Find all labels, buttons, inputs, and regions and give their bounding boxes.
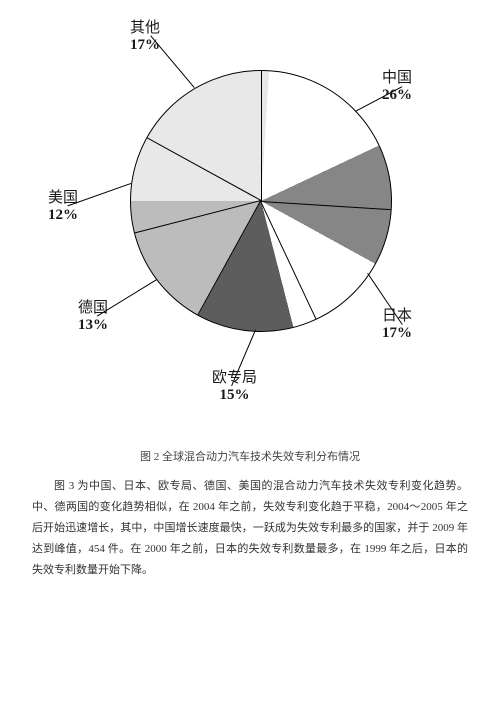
pie-divider xyxy=(261,201,391,210)
slice-label-japan: 日本17% xyxy=(382,308,412,343)
pie-divider xyxy=(197,201,261,315)
slice-pct: 17% xyxy=(130,37,160,54)
pie-divider xyxy=(147,137,261,201)
slice-name: 德国 xyxy=(78,300,108,317)
body-text: 图 3 为中国、日本、欧专局、德国、美国的混合动力汽车技术失效专利变化趋势。中、… xyxy=(0,476,500,580)
slice-name: 中国 xyxy=(382,70,412,87)
slice-label-usa: 美国12% xyxy=(48,190,78,225)
slice-pct: 26% xyxy=(382,87,412,104)
pie-divider xyxy=(260,201,316,319)
slice-name: 欧专局 xyxy=(212,370,257,387)
figure-caption: 图 2 全球混合动力汽车技术失效专利分布情况 xyxy=(0,448,500,464)
slice-label-china: 中国26% xyxy=(382,70,412,105)
slice-name: 美国 xyxy=(48,190,78,207)
slice-pct: 12% xyxy=(48,207,78,224)
body-paragraph: 图 3 为中国、日本、欧专局、德国、美国的混合动力汽车技术失效专利变化趋势。中、… xyxy=(32,476,468,580)
slice-pct: 15% xyxy=(212,387,257,404)
pie-chart xyxy=(130,70,392,332)
pie-chart-region: 中国26%日本17%欧专局15%德国13%美国12%其他17% xyxy=(0,0,500,440)
pie-divider xyxy=(135,200,261,233)
pie-divider xyxy=(261,71,262,201)
slice-label-other: 其他17% xyxy=(130,20,160,55)
slice-name: 日本 xyxy=(382,308,412,325)
slice-name: 其他 xyxy=(130,20,160,37)
slice-label-germany: 德国13% xyxy=(78,300,108,335)
slice-label-epo: 欧专局15% xyxy=(212,370,257,405)
slice-pct: 17% xyxy=(382,325,412,342)
slice-pct: 13% xyxy=(78,317,108,334)
